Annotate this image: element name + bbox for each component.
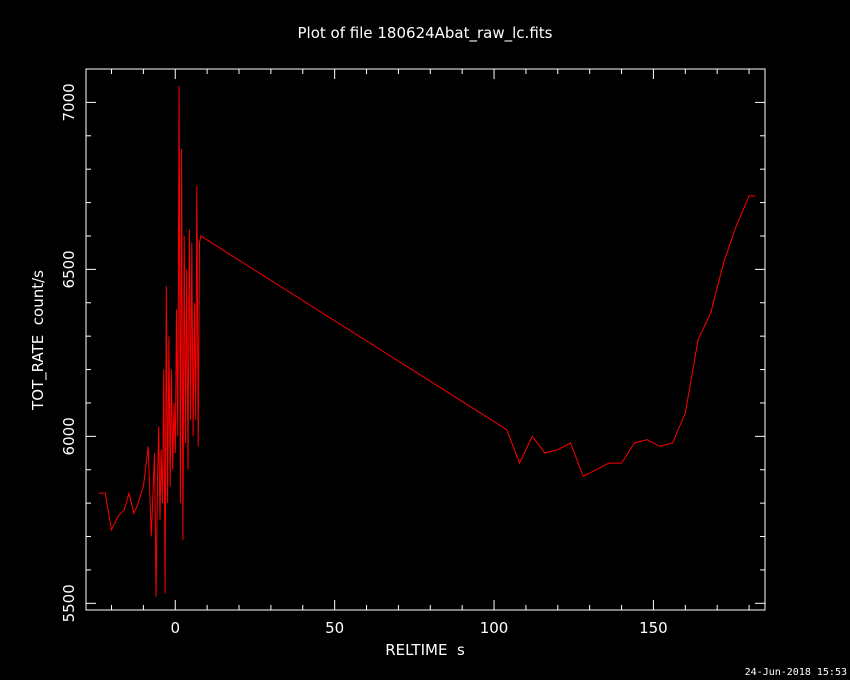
x-axis-label: RELTIME s xyxy=(385,641,465,659)
plot-timestamp: 24-Jun-2018 15:53 xyxy=(744,667,847,678)
y-tick-label: 5500 xyxy=(60,584,78,622)
chart-title: Plot of file 180624Abat_raw_lc.fits xyxy=(298,24,553,43)
x-tick-label: 0 xyxy=(170,619,180,637)
series-line-0 xyxy=(98,85,756,597)
x-tick-label: 50 xyxy=(325,619,344,637)
y-tick-label: 6500 xyxy=(60,250,78,288)
y-axis-label: TOT_RATE count/s xyxy=(29,270,48,411)
series-layer xyxy=(98,85,756,597)
y-tick-label: 7000 xyxy=(60,83,78,121)
ticks-layer: 0 50 100 150 5500 6000 6500 7000 xyxy=(60,69,765,637)
plot-frame xyxy=(85,68,766,611)
y-tick-label: 6000 xyxy=(60,417,78,455)
x-tick-label: 150 xyxy=(639,619,668,637)
x-tick-label: 100 xyxy=(480,619,509,637)
